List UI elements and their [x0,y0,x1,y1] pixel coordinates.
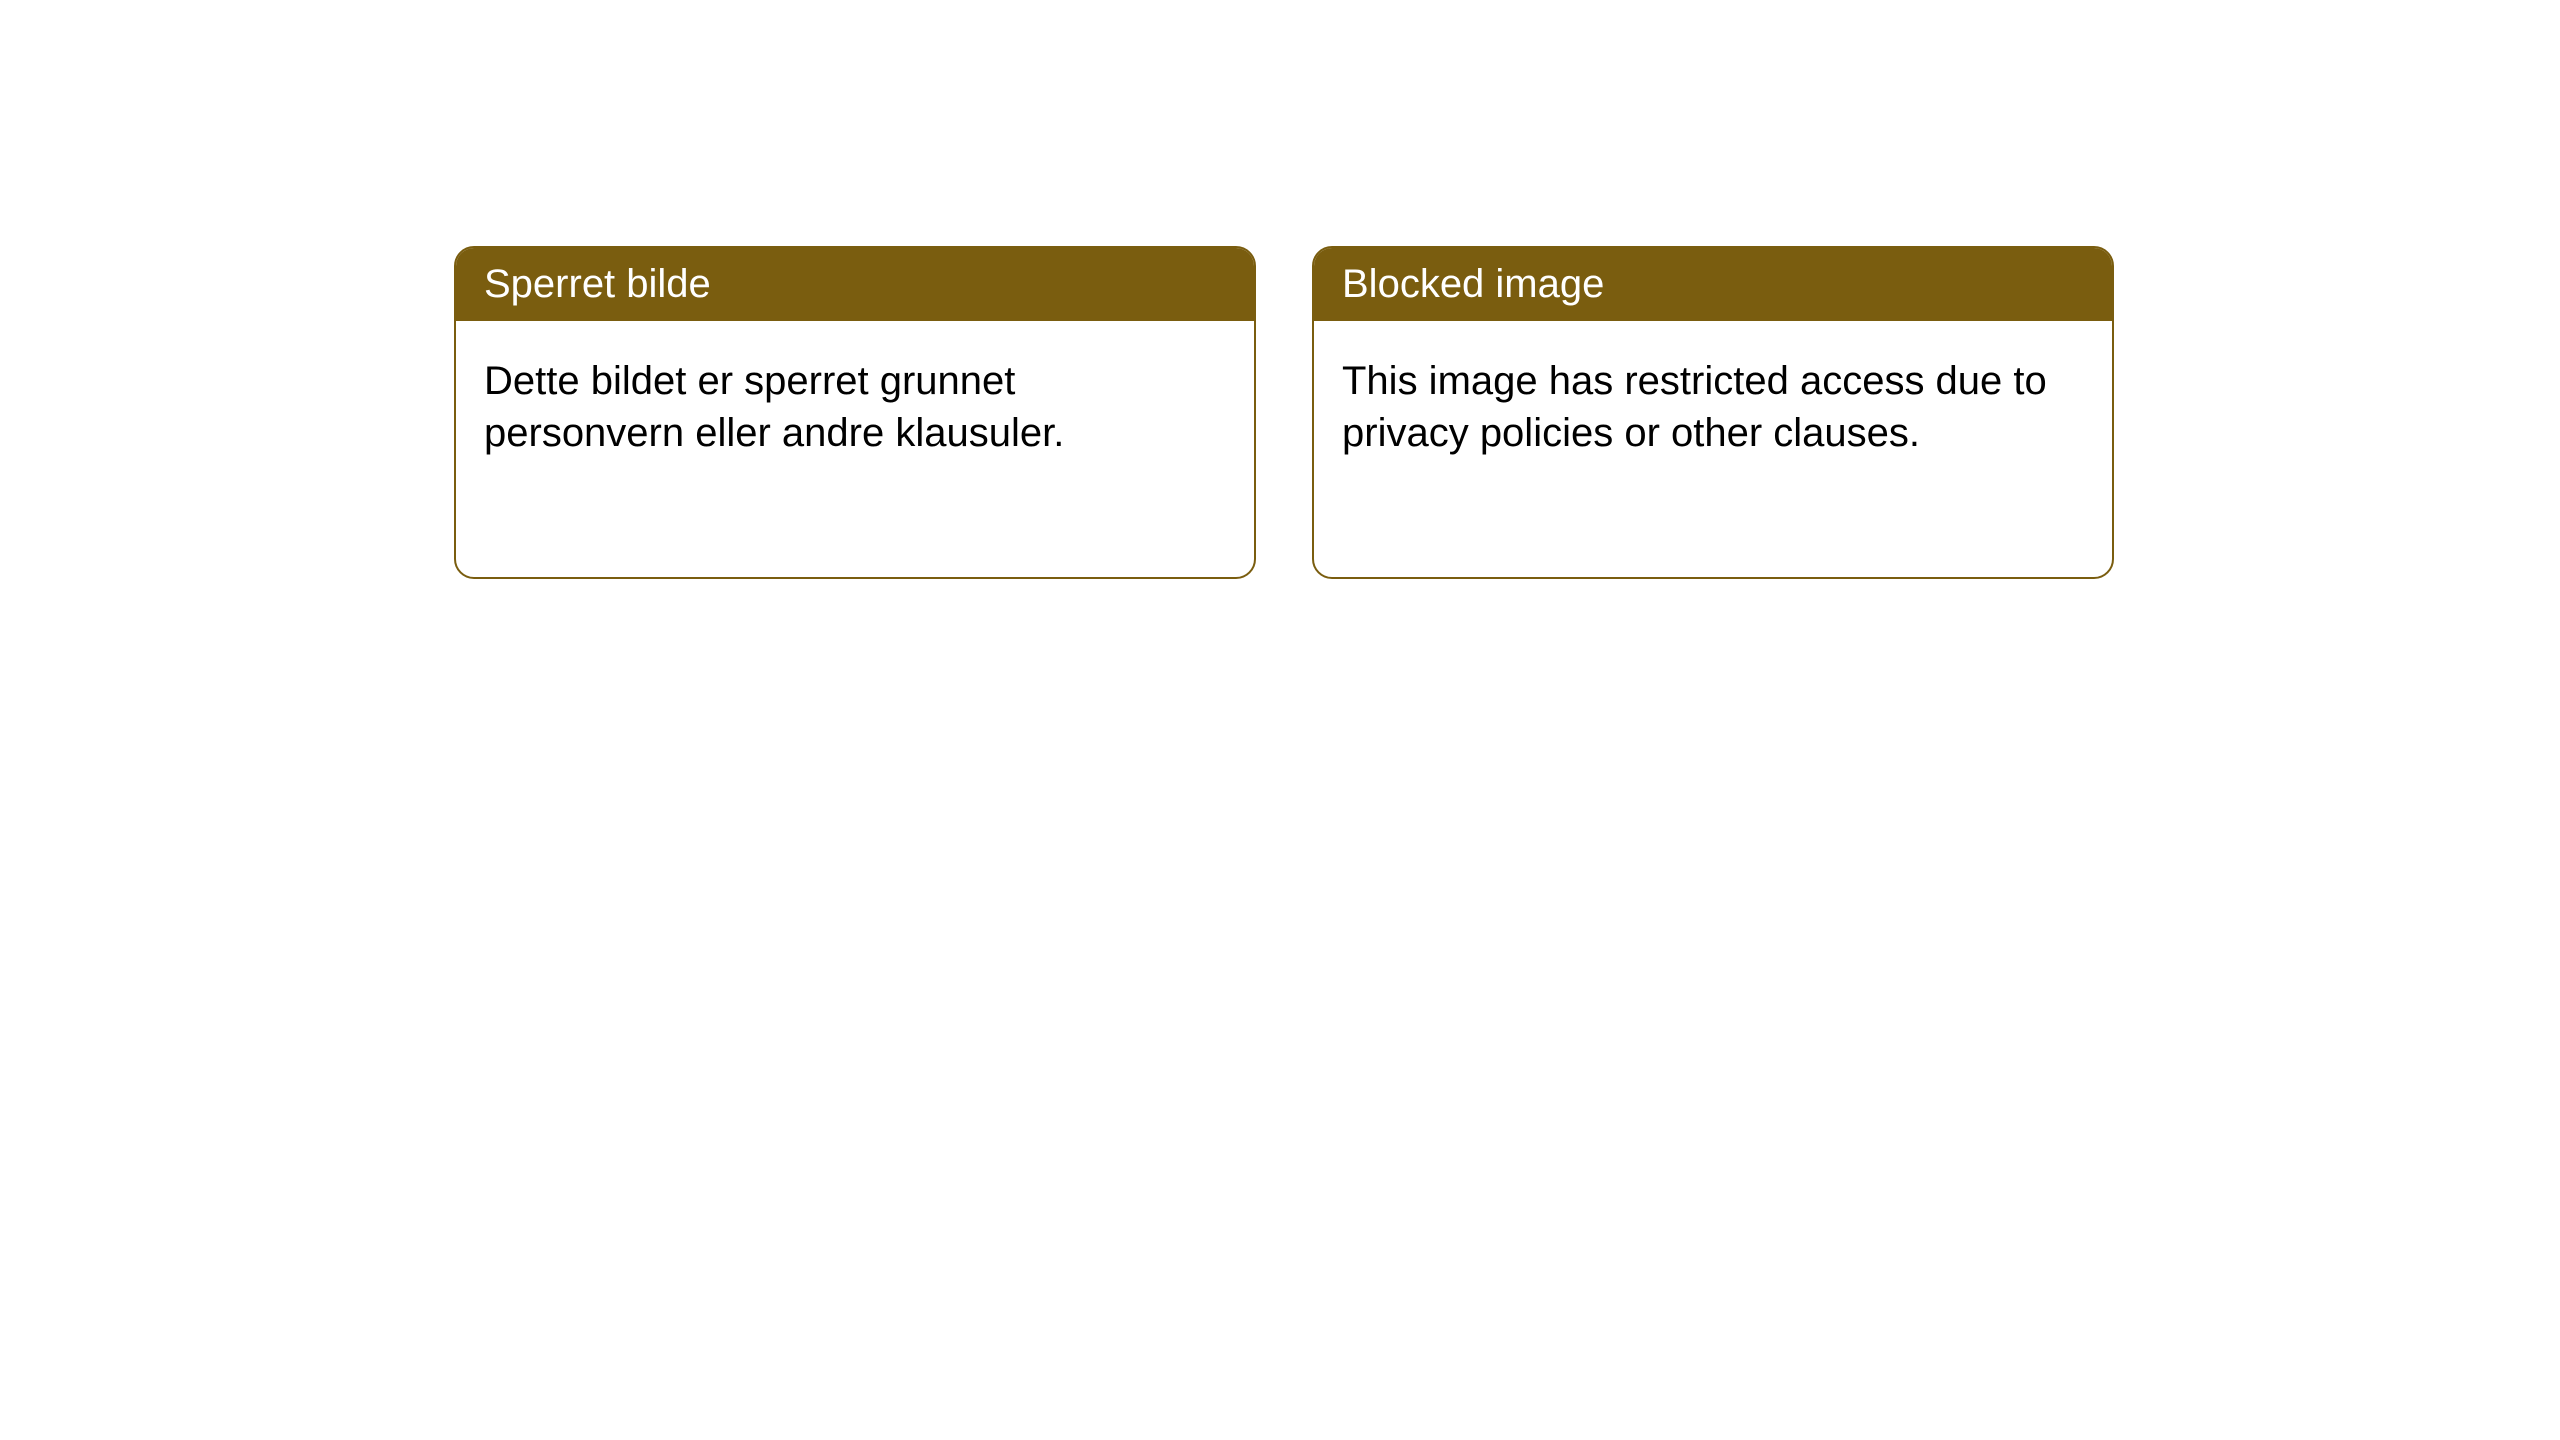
notice-title: Sperret bilde [456,248,1254,321]
notice-body: Dette bildet er sperret grunnet personve… [456,321,1254,493]
notice-card-english: Blocked image This image has restricted … [1312,246,2114,579]
notice-title: Blocked image [1314,248,2112,321]
notice-card-norwegian: Sperret bilde Dette bildet er sperret gr… [454,246,1256,579]
notice-body: This image has restricted access due to … [1314,321,2112,493]
notice-container: Sperret bilde Dette bildet er sperret gr… [454,246,2114,579]
